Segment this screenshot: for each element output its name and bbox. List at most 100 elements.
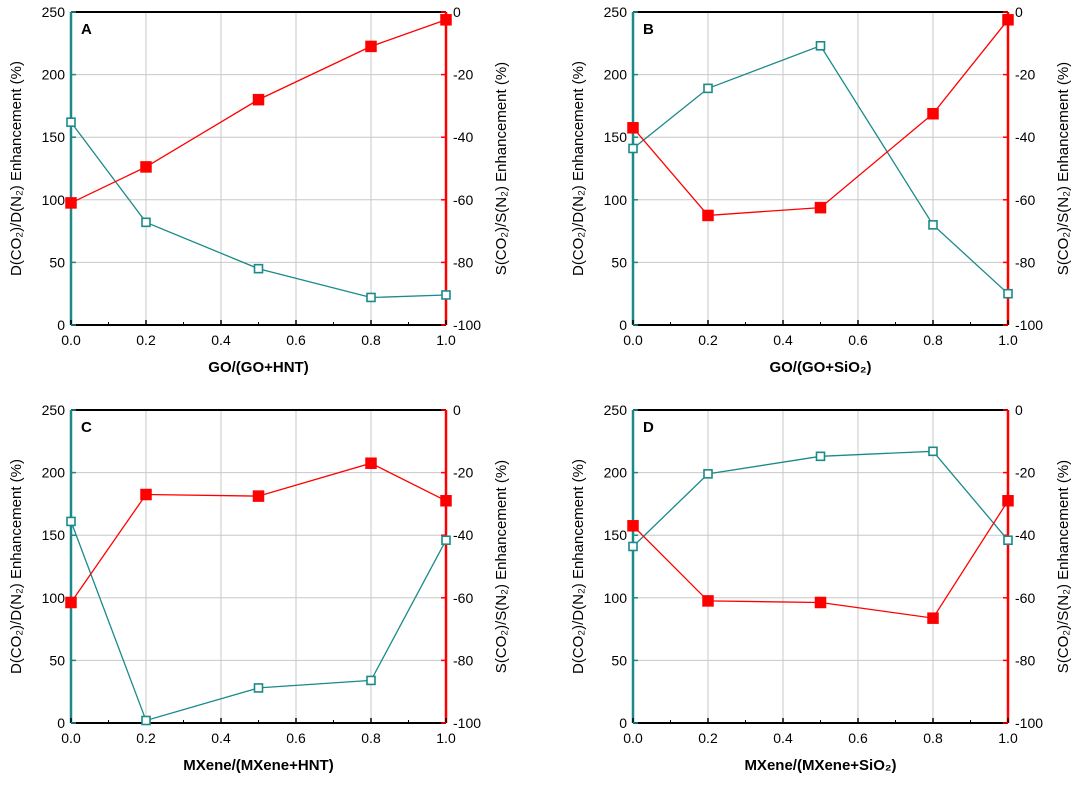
- panel-label: C: [81, 419, 92, 436]
- x-tick-label: 1.0: [436, 332, 456, 348]
- d-ratio-point: [366, 292, 376, 303]
- y-right-tick-label: -40: [1015, 129, 1035, 145]
- d-ratio-point: [815, 41, 826, 51]
- panel-b: 0.0 0.2 0.4 0.6 0.8 1.0 0 50 100 150 200 250 -100 -80…: [570, 4, 1072, 376]
- s-ratio-point: [1002, 14, 1014, 26]
- y-left-axis-title: D(CO₂)/D(N₂) Enhancement (%): [570, 459, 587, 674]
- x-tick-label: 0.0: [61, 730, 81, 746]
- y-right-tick-label: -20: [453, 465, 473, 481]
- s-ratio-point: [814, 596, 827, 609]
- s-ratio-point: [627, 122, 639, 134]
- y-right-tick-label: -60: [453, 192, 473, 208]
- d-ratio-point: [441, 535, 451, 546]
- x-tick-label: 0.0: [623, 730, 643, 746]
- s-ratio-point: [252, 490, 265, 502]
- s-ratio-point: [65, 596, 77, 609]
- x-tick-label: 0.6: [286, 332, 306, 348]
- y-right-tick-label: -80: [453, 652, 473, 668]
- s-ratio-point: [702, 209, 714, 222]
- d-ratio-point: [628, 541, 638, 552]
- y-left-tick-label: 200: [604, 67, 628, 83]
- s-ratio-point: [1002, 495, 1014, 507]
- y-left-tick-label: 200: [42, 465, 66, 481]
- x-axis-title: MXene/(MXene+SiO₂): [744, 757, 896, 774]
- d-ratio-point: [253, 263, 264, 274]
- y-left-tick-label: 150: [604, 527, 628, 543]
- y-left-tick-label: 100: [42, 590, 66, 606]
- y-left-tick-label: 0: [57, 715, 65, 731]
- x-tick-label: 1.0: [998, 730, 1018, 746]
- y-left-tick-label: 200: [604, 465, 628, 481]
- x-tick-label: 0.0: [61, 332, 81, 348]
- y-right-tick-label: -80: [1015, 254, 1035, 270]
- panel-c: 0.0 0.2 0.4 0.6 0.8 1.0 0 50 100 150 200 250 -100 -80…: [8, 402, 510, 774]
- s-ratio-point: [440, 14, 452, 26]
- x-tick-label: 0.8: [361, 730, 381, 746]
- s-ratio-point: [252, 93, 265, 106]
- y-left-axis-title: D(CO₂)/D(N₂) Enhancement (%): [8, 61, 25, 276]
- s-ratio-point: [140, 488, 152, 501]
- x-tick-label: 0.4: [211, 332, 231, 348]
- x-tick-label: 0.4: [773, 730, 793, 746]
- s-ratio-point: [365, 457, 377, 469]
- y-left-tick-label: 50: [611, 652, 627, 668]
- y-right-tick-label: -60: [1015, 590, 1035, 606]
- y-right-tick-label: -20: [1015, 465, 1035, 481]
- y-left-tick-label: 200: [42, 67, 66, 83]
- d-ratio-point: [66, 516, 76, 527]
- x-tick-label: 0.4: [211, 730, 231, 746]
- d-ratio-point: [928, 220, 938, 230]
- y-left-tick-label: 100: [42, 192, 66, 208]
- y-right-tick-label: 0: [453, 402, 461, 418]
- d-ratio-point: [628, 143, 638, 154]
- y-right-tick-label: -40: [453, 129, 473, 145]
- d-ratio-point: [703, 469, 713, 479]
- y-right-tick-label: -80: [1015, 652, 1035, 668]
- x-tick-label: 1.0: [436, 730, 456, 746]
- y-left-tick-label: 250: [604, 402, 628, 418]
- y-right-tick-label: 0: [453, 4, 461, 20]
- s-ratio-point: [927, 612, 939, 624]
- x-tick-label: 0.6: [848, 730, 868, 746]
- y-right-tick-label: -100: [1015, 317, 1043, 333]
- d-ratio-series-line: [632, 45, 1009, 295]
- s-ratio-series-line: [70, 19, 447, 204]
- y-left-tick-label: 50: [49, 254, 65, 270]
- d-ratio-point: [815, 451, 826, 462]
- y-left-axis-title: D(CO₂)/D(N₂) Enhancement (%): [570, 61, 587, 276]
- d-ratio-series-line: [632, 450, 1009, 547]
- panel-label: A: [81, 21, 92, 38]
- y-right-tick-label: -60: [453, 590, 473, 606]
- panel-label: B: [643, 21, 654, 38]
- s-ratio-point: [814, 201, 827, 214]
- x-tick-label: 0.8: [923, 332, 943, 348]
- x-tick-label: 0.0: [623, 332, 643, 348]
- s-ratio-point: [140, 161, 152, 173]
- d-ratio-point: [703, 83, 713, 94]
- y-right-tick-label: 0: [1015, 4, 1023, 20]
- y-left-tick-label: 250: [604, 4, 628, 20]
- y-left-tick-label: 100: [604, 590, 628, 606]
- y-right-tick-label: -100: [1015, 715, 1043, 731]
- x-axis-title: GO/(GO+HNT): [208, 359, 308, 376]
- s-ratio-point: [627, 520, 639, 532]
- y-right-tick-label: -100: [453, 715, 481, 731]
- d-ratio-point: [1003, 288, 1013, 299]
- y-right-axis-title: S(CO₂)/S(N₂) Enhancement (%): [1055, 460, 1072, 673]
- panel-a: 0.0 0.2 0.4 0.6 0.8 1.0 0 50 100 150 200 250 -100 -80…: [8, 4, 510, 376]
- x-tick-label: 0.2: [698, 332, 718, 348]
- y-left-tick-label: 0: [619, 715, 627, 731]
- x-tick-label: 0.8: [361, 332, 381, 348]
- y-right-tick-label: -40: [453, 527, 473, 543]
- y-right-tick-label: 0: [1015, 402, 1023, 418]
- x-axis-title: MXene/(MXene+HNT): [183, 757, 333, 774]
- y-left-tick-label: 250: [42, 4, 66, 20]
- y-left-tick-label: 150: [604, 129, 628, 145]
- y-right-tick-label: -60: [1015, 192, 1035, 208]
- x-tick-label: 0.2: [698, 730, 718, 746]
- y-left-axis-title: D(CO₂)/D(N₂) Enhancement (%): [8, 459, 25, 674]
- y-left-tick-label: 250: [42, 402, 66, 418]
- y-left-tick-label: 0: [619, 317, 627, 333]
- s-ratio-point: [365, 40, 377, 53]
